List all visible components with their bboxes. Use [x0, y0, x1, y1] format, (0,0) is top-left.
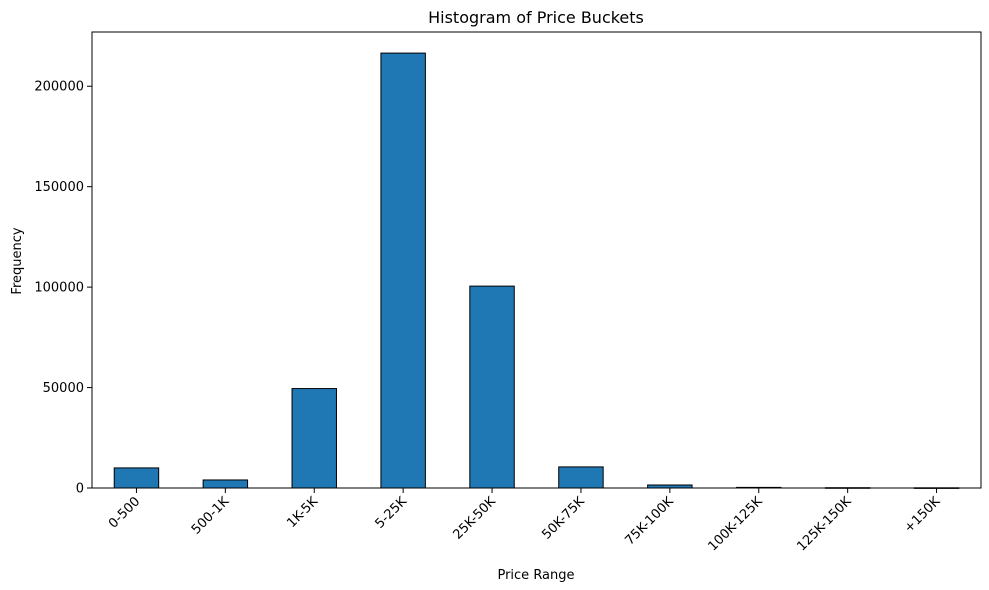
bar-0-500 [113, 467, 160, 489]
bar-5-25K [380, 52, 426, 489]
bar-25K-50K [469, 285, 515, 489]
y-tick-label: 0 [76, 482, 84, 497]
chart-title: Histogram of Price Buckets [428, 8, 644, 27]
x-axis-label: Price Range [497, 568, 574, 583]
y-tick-label: 200000 [34, 80, 84, 95]
y-tick-label: 50000 [43, 381, 84, 396]
y-tick-label: 150000 [34, 180, 84, 195]
bar-1K-5K [291, 388, 337, 489]
y-axis-label: Frequency [10, 227, 25, 294]
y-tick-label: 100000 [34, 281, 84, 296]
axes-frame [91, 31, 982, 489]
bar-50K-75K [558, 466, 604, 489]
bar-500-1K [202, 479, 249, 489]
